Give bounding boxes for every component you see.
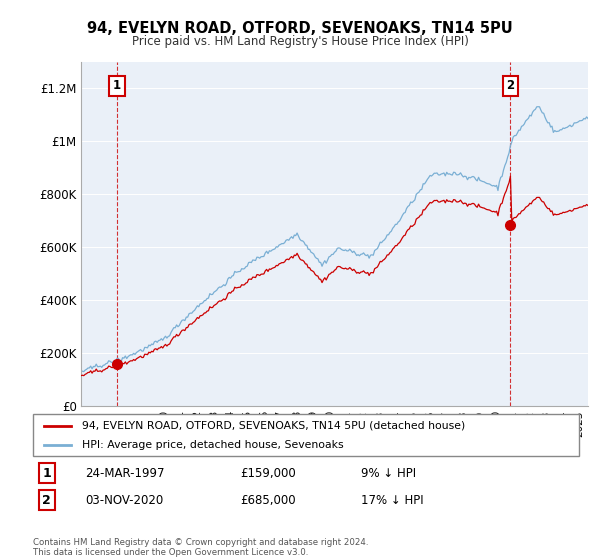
Text: 2: 2 [42, 494, 51, 507]
Text: 9% ↓ HPI: 9% ↓ HPI [361, 467, 416, 480]
Text: Price paid vs. HM Land Registry's House Price Index (HPI): Price paid vs. HM Land Registry's House … [131, 35, 469, 48]
Text: 24-MAR-1997: 24-MAR-1997 [85, 467, 164, 480]
Text: £685,000: £685,000 [241, 494, 296, 507]
Text: £159,000: £159,000 [241, 467, 296, 480]
Text: 2: 2 [506, 79, 514, 92]
Text: 94, EVELYN ROAD, OTFORD, SEVENOAKS, TN14 5PU (detached house): 94, EVELYN ROAD, OTFORD, SEVENOAKS, TN14… [82, 421, 466, 431]
Text: 03-NOV-2020: 03-NOV-2020 [85, 494, 163, 507]
Text: HPI: Average price, detached house, Sevenoaks: HPI: Average price, detached house, Seve… [82, 440, 344, 450]
FancyBboxPatch shape [33, 414, 579, 456]
Text: Contains HM Land Registry data © Crown copyright and database right 2024.
This d: Contains HM Land Registry data © Crown c… [33, 538, 368, 557]
Text: 1: 1 [113, 79, 121, 92]
Text: 1: 1 [42, 467, 51, 480]
Text: 17% ↓ HPI: 17% ↓ HPI [361, 494, 423, 507]
Text: 94, EVELYN ROAD, OTFORD, SEVENOAKS, TN14 5PU: 94, EVELYN ROAD, OTFORD, SEVENOAKS, TN14… [87, 21, 513, 36]
